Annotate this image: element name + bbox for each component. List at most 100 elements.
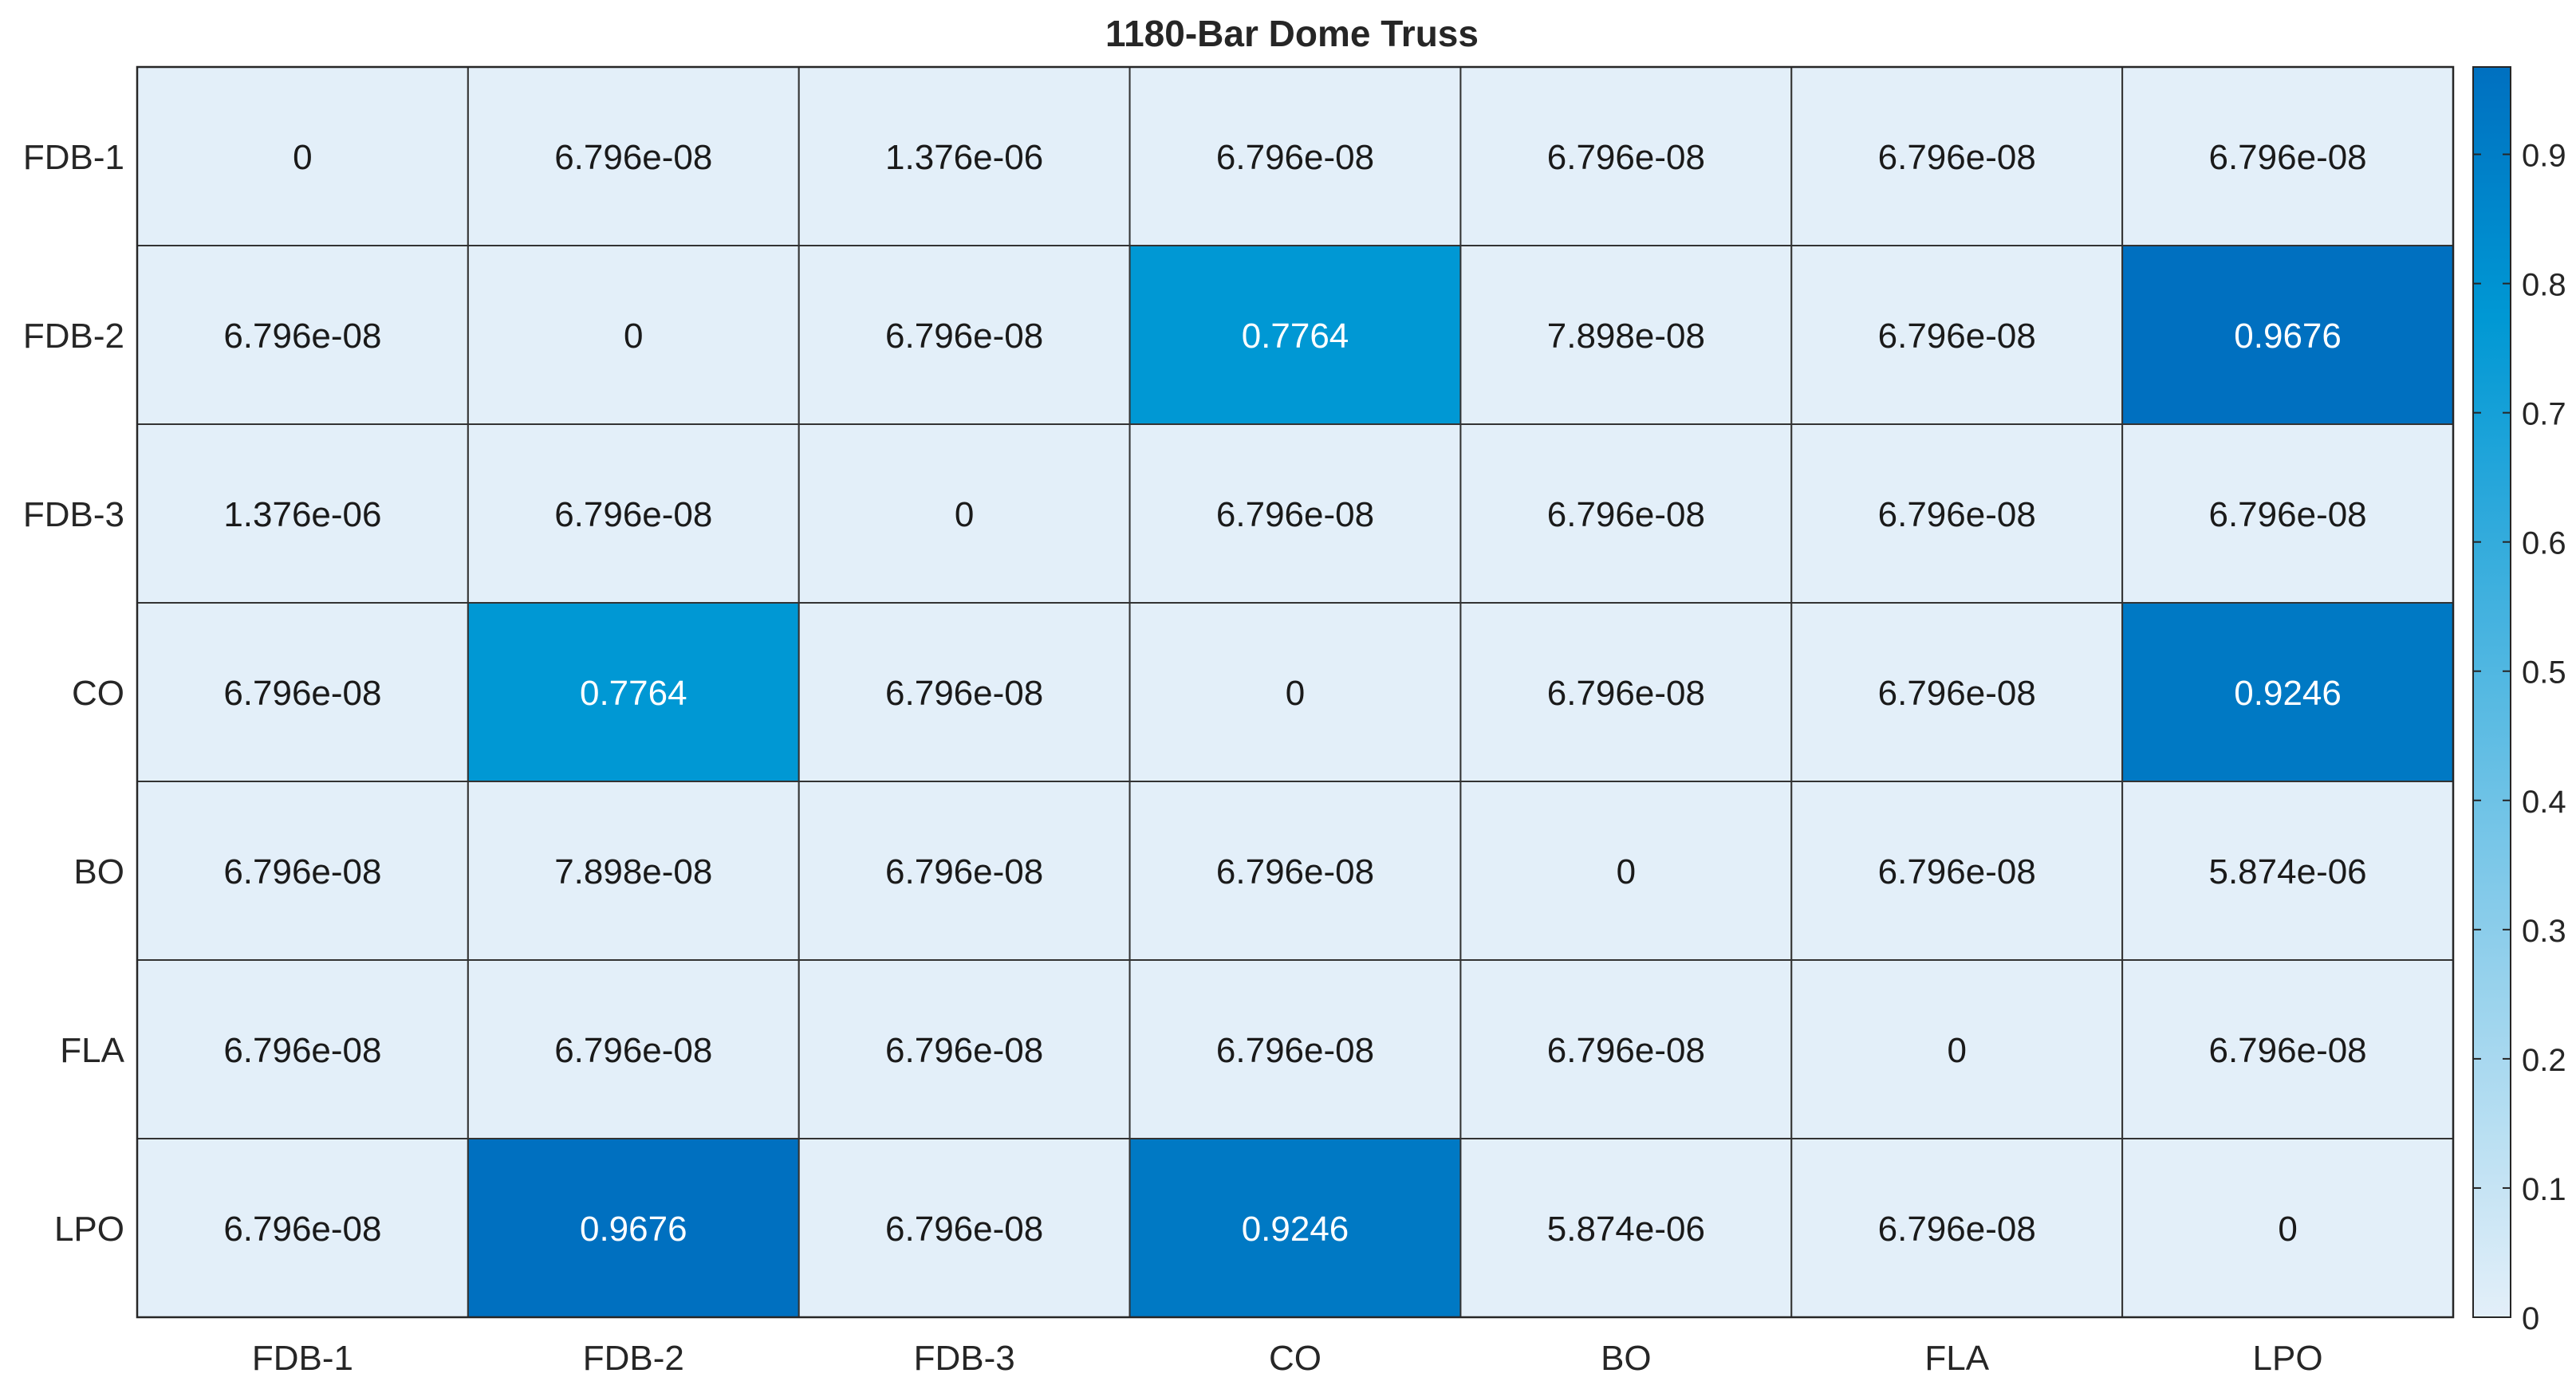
chart-title: 1180-Bar Dome Truss (1105, 13, 1479, 54)
colorbar-tick-label: 0.9 (2522, 139, 2566, 174)
heatmap-cell (136, 602, 469, 782)
cell-value-label: 0.7764 (580, 674, 687, 713)
heatmap-cell (2121, 1138, 2454, 1318)
cell-value-label: 0 (1286, 674, 1305, 713)
cell-value-label: 6.796e-08 (885, 1210, 1043, 1249)
y-tick-label: FLA (60, 1031, 124, 1070)
cell-value-label: 6.796e-08 (2208, 495, 2366, 534)
cell-value-label: 7.898e-08 (554, 852, 712, 891)
heatmap-cell (136, 781, 469, 961)
cell-value-label: 0.9246 (1242, 1210, 1349, 1249)
x-tick-label: FLA (1924, 1339, 1989, 1378)
x-tick-label: FDB-1 (252, 1339, 353, 1378)
heatmap-cell (467, 1138, 800, 1318)
colorbar-tick-label: 0 (2522, 1301, 2539, 1336)
heatmap-cell (1459, 423, 1793, 604)
cell-value-label: 6.796e-08 (1547, 674, 1705, 713)
x-tick-label: LPO (2253, 1339, 2323, 1378)
heatmap-cell (1128, 423, 1462, 604)
cell-value-label: 6.796e-08 (223, 1031, 381, 1070)
colorbar-tick-label: 0.8 (2522, 268, 2566, 303)
cell-value-label: 1.376e-06 (885, 138, 1043, 177)
heatmap-cell (2121, 959, 2454, 1139)
colorbar-tick-label: 0.4 (2522, 785, 2566, 820)
cell-value-label: 6.796e-08 (885, 674, 1043, 713)
heatmap-cell (136, 959, 469, 1139)
plot-frame (136, 65, 2455, 1319)
heatmap-cell (136, 245, 469, 425)
cell-value-label: 6.796e-08 (1216, 495, 1374, 534)
heatmap-cell (467, 602, 800, 782)
cell-value-label: 6.796e-08 (223, 852, 381, 891)
heatmap-cell (136, 66, 469, 246)
heatmap-value-labels: 0 6.796e-08 1.376e-06 6.796e-08 6.796e-08 6.7… (223, 138, 2366, 1249)
cell-value-label: 6.796e-08 (885, 317, 1043, 356)
heatmap-cell (1459, 1138, 1793, 1318)
cell-value-label: 0 (1617, 852, 1636, 891)
cell-value-label: 6.796e-08 (1547, 1031, 1705, 1070)
cell-value-label: 6.796e-08 (1878, 495, 2036, 534)
cell-value-label: 5.874e-06 (2208, 852, 2366, 891)
heatmap-cell (2121, 602, 2454, 782)
x-axis-tick-labels: FDB-1 FDB-2 FDB-3 CO BO FLA LPO (252, 1339, 2323, 1378)
cell-value-label: 0 (624, 317, 643, 356)
cell-value-label: 6.796e-08 (1878, 1210, 2036, 1249)
heatmap-cell (1128, 66, 1462, 246)
heatmap-cell (2121, 423, 2454, 604)
heatmap-cell (136, 423, 469, 604)
cell-value-label: 6.796e-08 (554, 138, 712, 177)
x-tick-label: FDB-3 (914, 1339, 1015, 1378)
heatmap-cell (1790, 423, 2124, 604)
cell-value-label: 0 (293, 138, 312, 177)
cell-value-label: 6.796e-08 (554, 1031, 712, 1070)
cell-value-label: 6.796e-08 (1547, 138, 1705, 177)
cell-value-label: 0 (1947, 1031, 1966, 1070)
cell-value-label: 6.796e-08 (223, 317, 381, 356)
colorbar-tick-label: 0.6 (2522, 526, 2566, 561)
cell-value-label: 6.796e-08 (2208, 138, 2366, 177)
heatmap-cells (136, 65, 2455, 1319)
colorbar-tick-label: 0.3 (2522, 914, 2566, 949)
heatmap-cell (467, 423, 800, 604)
heatmap-cell (2121, 781, 2454, 961)
heatmap-cell (1790, 781, 2124, 961)
cell-value-label: 6.796e-08 (2208, 1031, 2366, 1070)
heatmap-cell (1459, 245, 1793, 425)
y-axis-tick-labels: FDB-1 FDB-2 FDB-3 CO BO FLA LPO (23, 138, 125, 1249)
heatmap-cell (798, 959, 1131, 1139)
heatmap-cell (798, 1138, 1131, 1318)
heatmap-cell (1128, 959, 1462, 1139)
heatmap-cell (1790, 602, 2124, 782)
heatmap-cell (1790, 245, 2124, 425)
cell-value-label: 6.796e-08 (1878, 852, 2036, 891)
cell-value-label: 6.796e-08 (1216, 852, 1374, 891)
cell-value-label: 0.9676 (580, 1210, 687, 1249)
heatmap-cell (2121, 245, 2454, 425)
cell-value-label: 0 (955, 495, 974, 534)
heatmap-cell (1128, 602, 1462, 782)
y-tick-label: CO (72, 674, 124, 713)
colorbar-tick-label: 0.2 (2522, 1043, 2566, 1078)
y-tick-label: FDB-3 (23, 495, 124, 534)
cell-value-label: 6.796e-08 (1216, 1031, 1374, 1070)
heatmap-cell (467, 66, 800, 246)
x-tick-label: BO (1601, 1339, 1652, 1378)
cell-value-label: 6.796e-08 (1878, 317, 2036, 356)
heatmap-cell (1459, 66, 1793, 246)
cell-value-label: 0.9676 (2234, 317, 2342, 356)
cell-value-label: 6.796e-08 (885, 1031, 1043, 1070)
cell-value-label: 0.9246 (2234, 674, 2342, 713)
colorbar: 0 0.1 0.2 0.3 0.4 0.5 0.6 0.7 0.8 0.9 (2472, 66, 2566, 1336)
cell-value-label: 0 (2278, 1210, 2297, 1249)
heatmap-cell (1790, 66, 2124, 246)
cell-value-label: 1.376e-06 (223, 495, 381, 534)
cell-value-label: 6.796e-08 (1878, 674, 2036, 713)
heatmap-cell (798, 245, 1131, 425)
heatmap-cell (2121, 66, 2454, 246)
heatmap-cell (798, 781, 1131, 961)
heatmap-cell (798, 423, 1131, 604)
y-tick-label: LPO (54, 1210, 124, 1249)
heatmap-cell (467, 959, 800, 1139)
cell-value-label: 6.796e-08 (1878, 138, 2036, 177)
